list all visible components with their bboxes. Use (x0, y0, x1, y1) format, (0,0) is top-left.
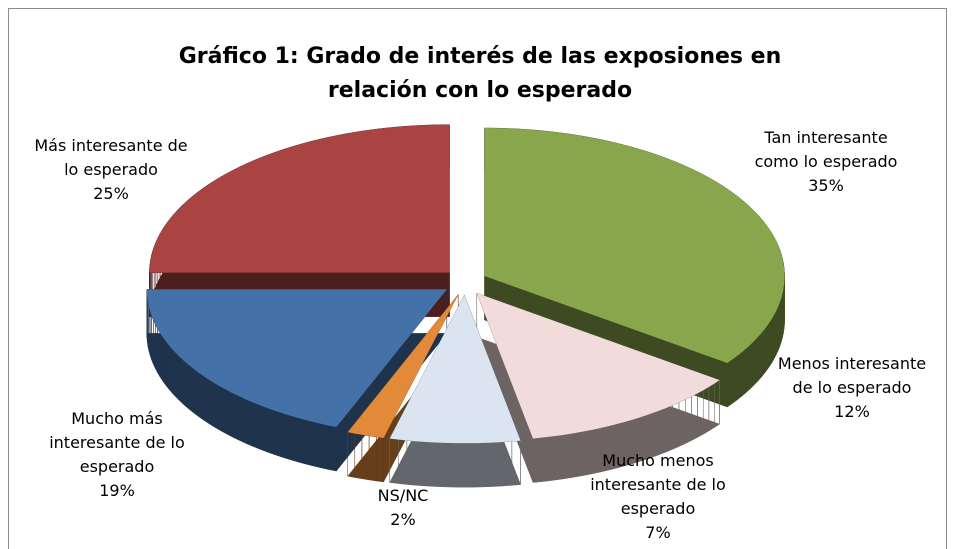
value-label: 7% (645, 523, 671, 542)
slice-top (389, 295, 521, 444)
slice-label: Más interesante de lo esperado 25% (26, 134, 196, 206)
value-label: 25% (93, 184, 129, 203)
value-label: 35% (808, 176, 844, 195)
slice (389, 295, 521, 488)
slice (149, 124, 450, 317)
slice-top (347, 294, 459, 438)
category-label: Más interesante de lo esperado (34, 136, 188, 179)
category-label: Tan interesante como lo esperado (754, 128, 898, 171)
category-label: Menos interesante de lo esperado (777, 354, 927, 397)
slice (347, 293, 459, 483)
chart-title: Gráfico 1: Grado de interés de las expos… (178, 44, 782, 103)
chart-frame (8, 8, 947, 549)
slice-label: Mucho menos interesante de lo esperado 7% (578, 449, 738, 545)
slice-label: Tan interesante como lo esperado 35% (741, 126, 911, 198)
slice (476, 292, 720, 483)
value-label: 2% (390, 510, 416, 529)
category-label: Mucho más interesante de lo esperado (49, 409, 185, 476)
slice-top (484, 128, 785, 363)
slice-label: Mucho más interesante de lo esperado 19% (32, 407, 202, 503)
slice-top (149, 124, 450, 273)
value-label: 19% (99, 481, 135, 500)
slice-top (476, 293, 720, 439)
slice-label: NS/NC 2% (363, 484, 443, 532)
slice-label: Menos interesante de lo esperado 12% (767, 352, 937, 424)
category-label: Mucho menos interesante de lo esperado (590, 451, 726, 518)
value-label: 12% (834, 402, 870, 421)
slice-top (146, 289, 447, 428)
category-label: NS/NC (377, 486, 429, 505)
